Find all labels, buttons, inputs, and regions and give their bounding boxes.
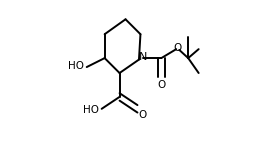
- Text: HO: HO: [83, 105, 99, 115]
- Text: HO: HO: [68, 61, 84, 71]
- Text: O: O: [138, 110, 146, 120]
- Text: N: N: [139, 52, 147, 62]
- Text: O: O: [173, 43, 181, 53]
- Text: O: O: [157, 80, 165, 90]
